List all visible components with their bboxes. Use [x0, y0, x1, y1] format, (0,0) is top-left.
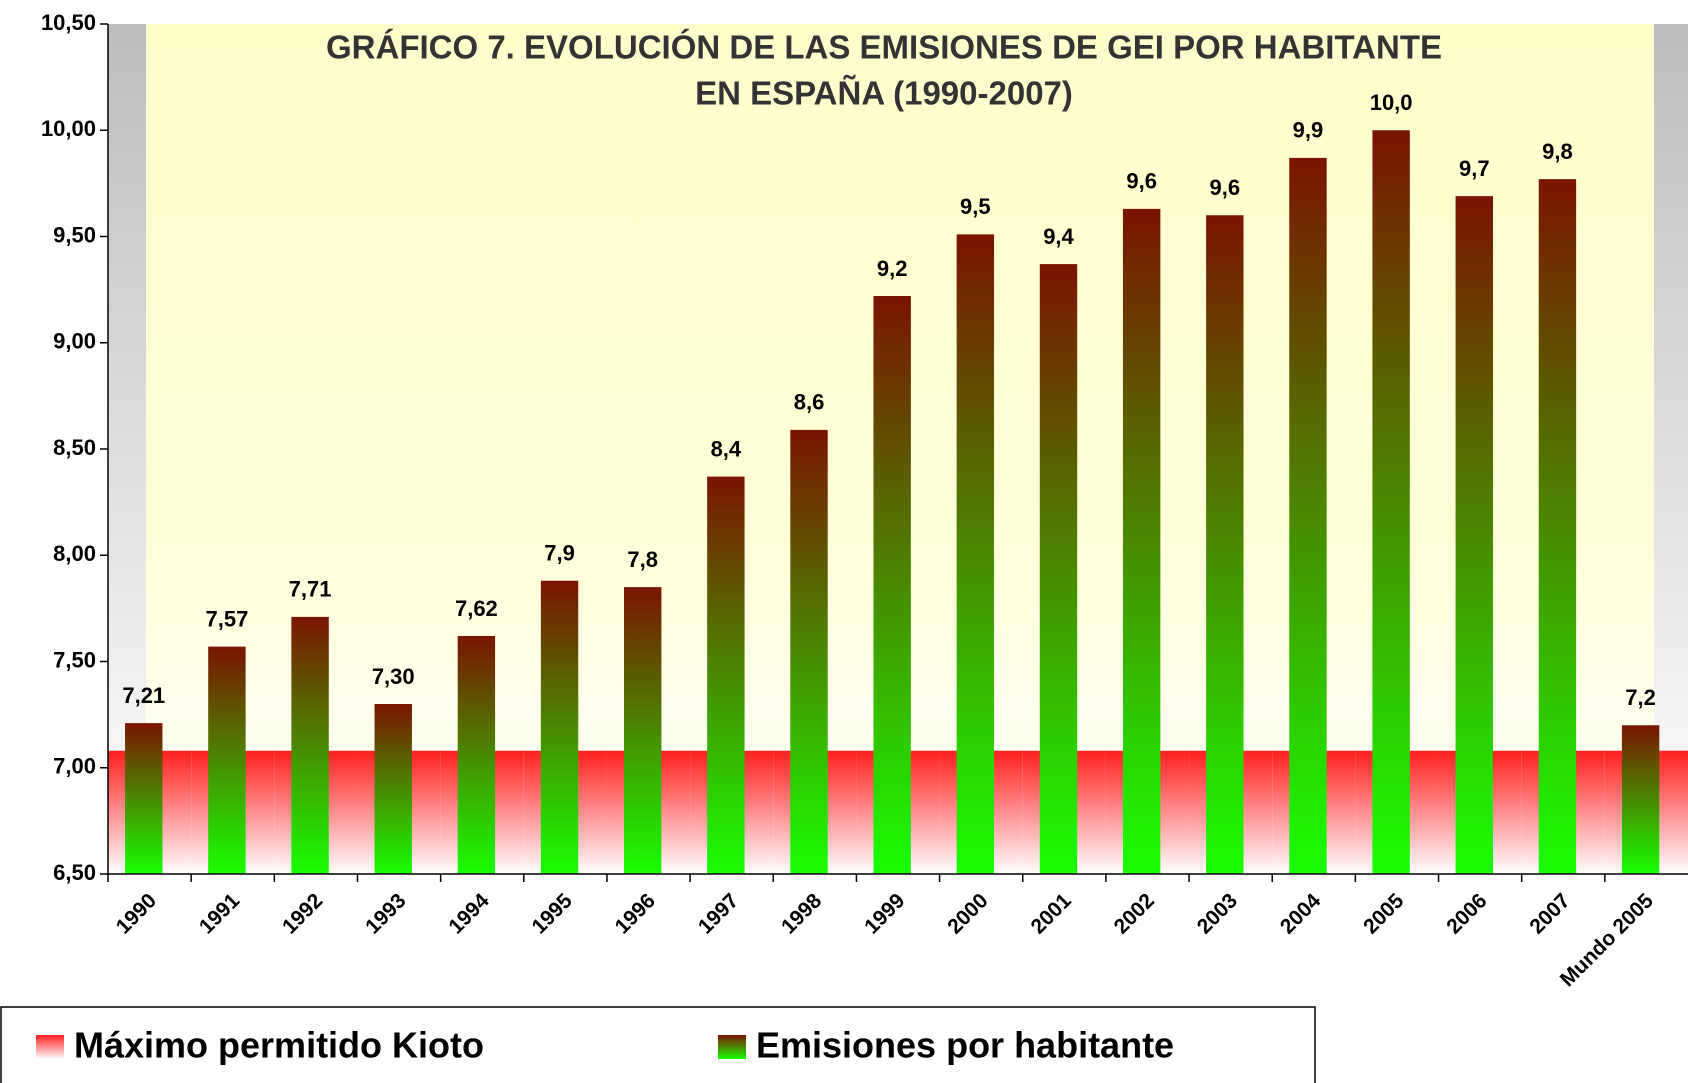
bar — [1538, 179, 1577, 874]
value-label: 9,4 — [1043, 224, 1074, 249]
value-label: 9,7 — [1459, 156, 1490, 181]
x-tick-label: 1991 — [195, 889, 245, 939]
x-tick-label: 1992 — [278, 889, 327, 938]
x-tick-label: 2007 — [1525, 889, 1574, 938]
value-label: 9,8 — [1542, 139, 1573, 164]
x-tick-label: 1994 — [444, 889, 494, 939]
value-label: 8,4 — [711, 436, 742, 461]
chart-title: EN ESPAÑA (1990-2007) — [695, 75, 1073, 112]
value-label: 7,9 — [544, 541, 575, 566]
bar — [1122, 208, 1161, 874]
value-label: 9,5 — [960, 194, 991, 219]
x-tick-label: 2001 — [1026, 889, 1076, 939]
bar — [457, 636, 496, 874]
y-tick-label: 7,50 — [53, 647, 96, 672]
bar — [208, 646, 246, 874]
bar — [1621, 725, 1660, 874]
bar — [790, 429, 828, 874]
x-tick-label: 2004 — [1276, 889, 1326, 939]
y-tick-label: 10,00 — [41, 116, 96, 141]
x-tick-label: 1996 — [611, 889, 660, 938]
x-tick-label: 1993 — [361, 889, 410, 938]
legend-label: Máximo permitido Kioto — [74, 1025, 484, 1066]
y-tick-label: 9,50 — [53, 222, 96, 247]
x-tick-label: 1990 — [112, 889, 161, 938]
x-tick-label: 2003 — [1193, 889, 1242, 938]
value-label: 9,6 — [1126, 169, 1157, 194]
value-label: 7,71 — [289, 577, 332, 602]
x-tick-label: 2005 — [1359, 889, 1409, 939]
legend-swatch — [718, 1035, 746, 1059]
y-tick-label: 7,00 — [53, 754, 96, 779]
x-tick-label: 2000 — [943, 889, 992, 938]
value-label: 9,9 — [1293, 118, 1324, 143]
value-label: 7,8 — [627, 547, 658, 572]
bar — [1289, 157, 1327, 874]
value-label: 7,62 — [455, 596, 498, 621]
legend-label: Emisiones por habitante — [756, 1025, 1174, 1066]
y-tick-label: 9,00 — [53, 329, 96, 354]
bar — [374, 704, 412, 874]
value-label: 10,0 — [1370, 90, 1413, 115]
bar — [1372, 130, 1410, 874]
x-tick-label: 2006 — [1442, 889, 1491, 938]
legend — [0, 1006, 1316, 1083]
bar — [623, 587, 662, 874]
x-tick-label: 2002 — [1110, 889, 1159, 938]
bar — [956, 234, 995, 874]
bar — [1206, 215, 1244, 874]
y-tick-label: 8,50 — [53, 435, 96, 460]
bar — [291, 616, 329, 874]
value-label: 7,57 — [206, 606, 249, 631]
bar — [540, 580, 579, 874]
x-tick-label: 1998 — [777, 889, 827, 939]
x-tick-label: 1997 — [694, 889, 743, 938]
value-label: 7,21 — [122, 683, 165, 708]
bar — [707, 476, 745, 874]
bar — [125, 723, 163, 874]
y-tick-label: 10,50 — [41, 10, 96, 35]
legend-swatch — [36, 1035, 64, 1059]
bar — [1455, 196, 1493, 874]
value-label: 9,6 — [1210, 175, 1241, 200]
value-label: 8,6 — [794, 390, 825, 415]
bar — [873, 296, 911, 874]
x-tick-label: 1995 — [528, 889, 578, 939]
value-label: 9,2 — [877, 256, 908, 281]
y-tick-label: 8,00 — [53, 541, 96, 566]
chart-title: GRÁFICO 7. EVOLUCIÓN DE LAS EMISIONES DE… — [326, 29, 1442, 66]
x-tick-label: 1999 — [860, 889, 909, 938]
y-tick-label: 6,50 — [53, 860, 96, 885]
bar — [1039, 264, 1078, 874]
value-label: 7,2 — [1625, 685, 1656, 710]
value-label: 7,30 — [372, 664, 415, 689]
